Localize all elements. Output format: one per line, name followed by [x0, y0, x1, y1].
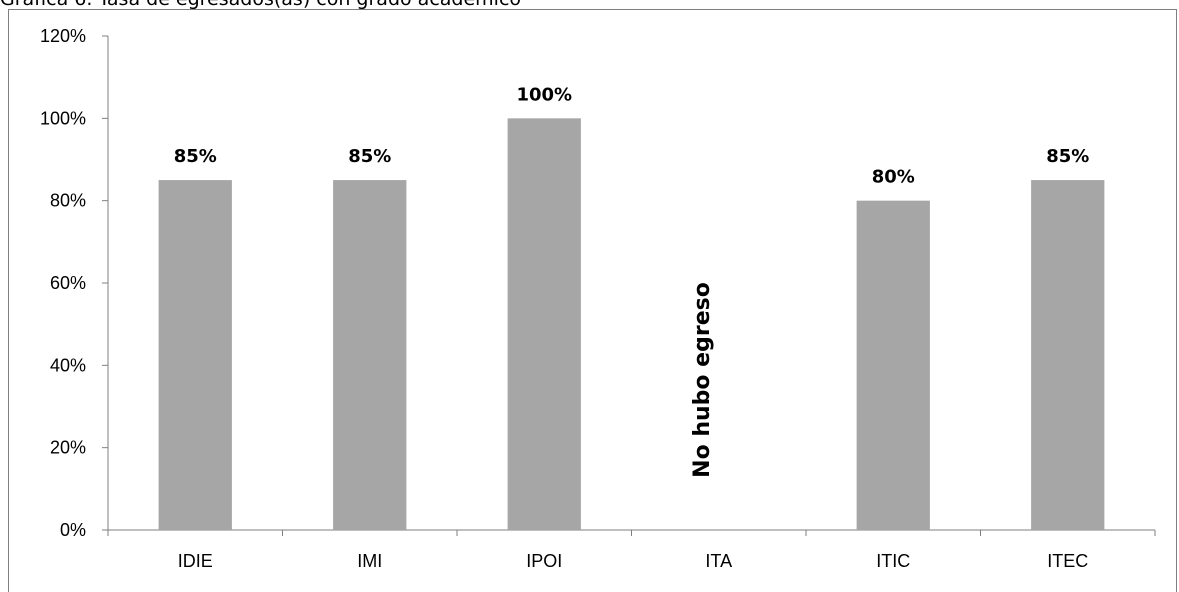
x-tick-label: IDIE — [178, 551, 213, 571]
bar-itic — [856, 200, 930, 530]
y-tick-label: 120% — [40, 26, 86, 46]
x-tick-label: ITA — [705, 551, 732, 571]
y-tick-label: 20% — [50, 438, 86, 458]
y-tick-label: 80% — [50, 191, 86, 211]
bar-idie — [158, 180, 232, 531]
bars — [158, 118, 1105, 531]
y-tick-label: 40% — [50, 355, 86, 375]
data-label-imi: 85% — [348, 146, 391, 167]
x-tick-label: IMI — [357, 551, 382, 571]
y-tick-label: 100% — [40, 108, 86, 128]
data-label-ipoi: 100% — [516, 84, 572, 105]
x-axis: IDIE IMI IPOI ITA ITIC ITEC — [107, 529, 1156, 571]
bar-imi — [333, 180, 407, 531]
annotations: No hubo egreso — [690, 282, 715, 478]
annotation-no-egreso: No hubo egreso — [690, 282, 715, 478]
x-tick-label: ITIC — [876, 551, 910, 571]
x-tick-label: IPOI — [526, 551, 562, 571]
bar-itec — [1031, 180, 1105, 531]
data-label-itec: 85% — [1046, 146, 1089, 167]
bar-ipoi — [507, 118, 581, 530]
y-tick-label: 60% — [50, 273, 86, 293]
chart-frame — [8, 9, 1177, 592]
data-labels: 85% 85% 100% 80% 85% — [174, 84, 1090, 187]
y-tick-label: 0% — [60, 520, 86, 540]
chart-caption: Gráfica 6. Tasa de egresados(as) con gra… — [0, 0, 1179, 11]
x-tick-label: ITEC — [1047, 551, 1088, 571]
y-axis: 0% 20% 40% 60% 80% 100% 120% — [40, 26, 109, 540]
data-label-itic: 80% — [872, 167, 915, 188]
data-label-idie: 85% — [174, 146, 217, 167]
